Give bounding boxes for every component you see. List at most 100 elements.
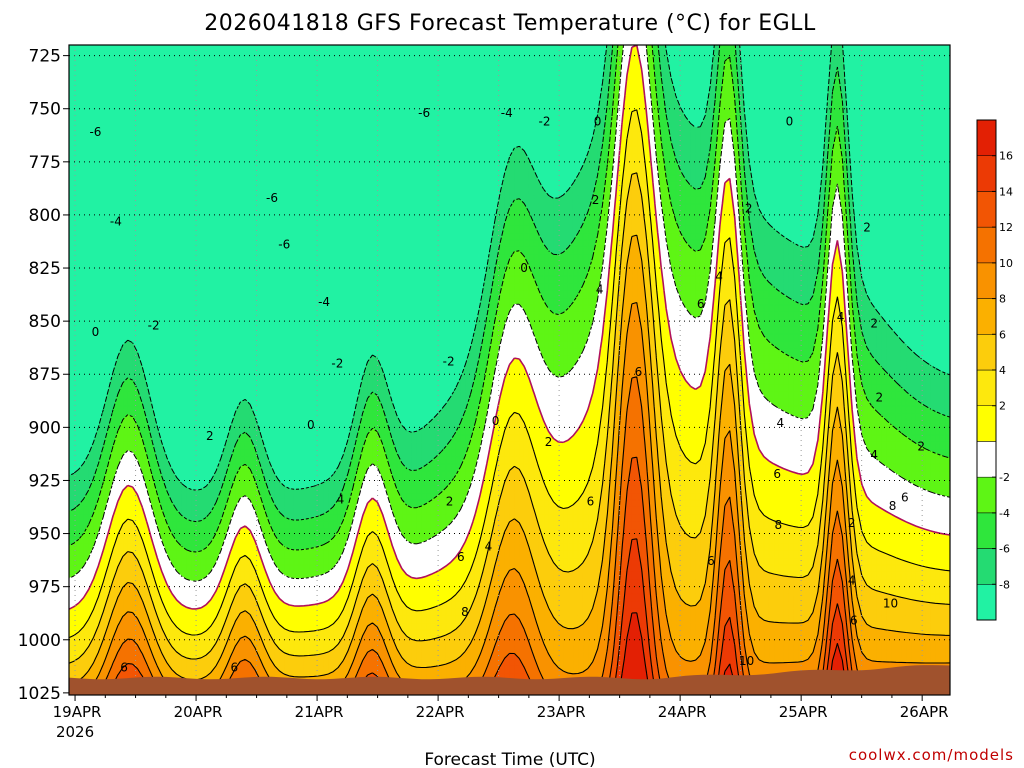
y-tick-label: 975 [29,578,61,598]
plot-area: -6-4-202-6-6-4-204-6 -4-20-22468026024664… [69,45,950,695]
colorbar-swatch [977,441,996,477]
contour-label: 2 [863,221,871,235]
colorbar: -8 -6 -4 -2 2 4 6 8 10 12 14 16 [977,120,1013,620]
contour-label: 6 [120,660,128,674]
contour-label: -2 [443,355,455,369]
contour-label: -2 [148,318,160,332]
colorbar-swatch [977,549,996,585]
contour-label: 0 [492,414,500,428]
colorbar-swatch [977,370,996,406]
contour-label: 2 [875,391,883,405]
colorbar-tick-label: -2 [999,471,1010,484]
contour-label: -4 [110,214,122,228]
colorbar-tick-label: 14 [999,185,1013,198]
contour-label: -6 [89,125,101,139]
x-tick-label: 22APR [416,703,465,721]
contour-label: 4 [848,573,856,587]
colorbar-swatch [977,191,996,227]
contour-label: 2 [745,202,753,216]
contour-label: 2 [545,435,553,449]
contour-label: 8 [774,518,782,532]
temperature-fill-layers [69,45,950,695]
colorbar-swatch [977,263,996,299]
contour-label: 4 [485,539,493,553]
contour-label: 0 [520,261,528,275]
colorbar-tick-label: -8 [999,578,1010,591]
colorbar-swatch [977,227,996,263]
contour-label: 2 [446,495,454,509]
x-tick-sublabel: 2026 [56,723,94,741]
contour-label: 8 [889,499,897,513]
colorbar-tick-label: 16 [999,150,1013,163]
y-tick-label: 1000 [18,631,61,651]
colorbar-swatch [977,334,996,370]
y-tick-label: 825 [29,259,61,279]
contour-label: 0 [307,418,315,432]
contour-label: 10 [739,654,754,668]
y-tick-label: 775 [29,153,61,173]
contour-label: 10 [883,597,898,611]
contour-label: -6 [266,191,278,205]
y-tick-label: 925 [29,471,61,491]
contour-label: 2 [206,429,214,443]
contour-label: 6 [901,490,909,504]
y-tick-label: 875 [29,365,61,385]
x-tick-label: 19APR [53,703,102,721]
y-tick-label: 950 [29,525,61,545]
y-tick-label: 1025 [18,684,61,704]
y-tick-label: 725 [29,47,61,67]
y-axis: 725 750 775 800 825 850 875 900 925 950 975 1000 102… [18,47,69,704]
colorbar-swatch [977,477,996,513]
contour-label: 6 [773,467,781,481]
y-tick-label: 750 [29,100,61,120]
x-tick-label: 23APR [537,703,586,721]
y-tick-label: 850 [29,312,61,332]
colorbar-tick-label: 10 [999,257,1013,270]
contour-label: -6 [278,238,290,252]
contour-label: 4 [776,416,784,430]
colorbar-tick-label: 4 [999,364,1006,377]
colorbar-tick-label: 8 [999,293,1006,306]
contour-label: 2 [917,439,925,453]
x-tick-label: 20APR [174,703,223,721]
colorbar-tick-label: 6 [999,328,1006,341]
colorbar-tick-label: 12 [999,221,1013,234]
colorbar-tick-label: 2 [999,400,1006,413]
chart-title: 2026041818 GFS Forecast Temperature (°C)… [204,11,816,36]
y-tick-label: 800 [29,206,61,226]
colorbar-swatch [977,120,996,156]
contour-label: 6 [697,297,705,311]
colorbar-tick-label: -4 [999,507,1010,520]
colorbar-swatch [977,406,996,442]
contour-label: 6 [587,495,595,509]
x-tick-label: 25APR [779,703,828,721]
colorbar-swatch [977,584,996,620]
contour-label: 4 [337,493,345,507]
contour-label: 4 [596,282,604,296]
contour-label: -4 [501,106,513,120]
contour-label: 4 [870,448,878,462]
contour-label: 4 [837,310,845,324]
contour-label: 2 [848,516,856,530]
contour-label: 6 [707,554,715,568]
colorbar-swatch [977,299,996,335]
x-tick-label: 21APR [295,703,344,721]
contour-label: -2 [331,357,343,371]
contour-label: -6 [418,106,430,120]
contour-label: 8 [461,605,469,619]
contour-label: 6 [230,660,238,674]
contour-label: -2 [539,114,551,128]
x-tick-label: 24APR [658,703,707,721]
y-tick-label: 900 [29,418,61,438]
contour-label: 0 [786,114,794,128]
contour-label: 2 [870,316,878,330]
colorbar-swatch [977,513,996,549]
colorbar-tick-label: -6 [999,543,1010,556]
contour-label: 6 [635,365,643,379]
contour-label: 6 [850,614,858,628]
contour-label: 4 [715,270,723,284]
credit-text: coolwx.com/models [849,746,1014,764]
contour-label: 2 [592,193,600,207]
